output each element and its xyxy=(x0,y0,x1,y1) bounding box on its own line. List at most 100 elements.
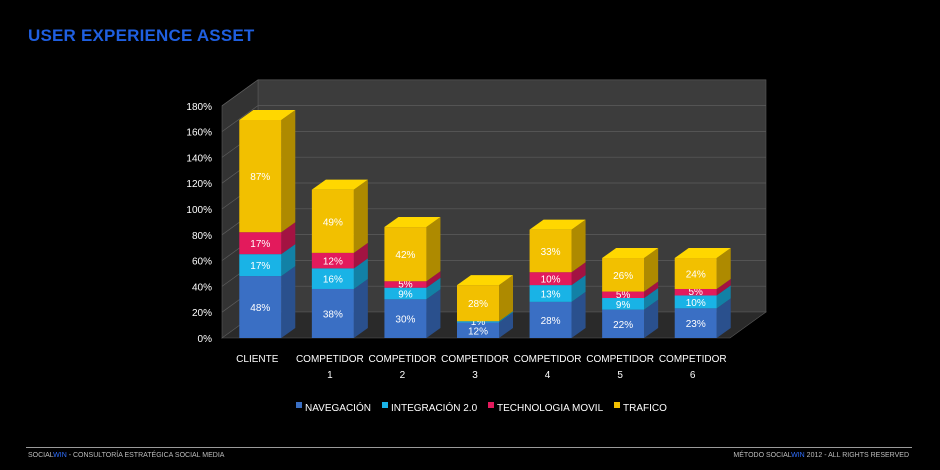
bar-group: 22% 9%5% 26% xyxy=(602,248,659,338)
data-label: 16% xyxy=(323,275,343,286)
data-label: 9% xyxy=(616,300,631,311)
bar-segment xyxy=(529,272,572,286)
bar-segment-side xyxy=(499,275,513,322)
bar-segment xyxy=(384,287,427,300)
data-label: 28% xyxy=(541,316,561,327)
data-label: 49% xyxy=(323,217,343,228)
bar-segment-side xyxy=(426,277,441,300)
data-label: 33% xyxy=(541,247,561,258)
bar-segment xyxy=(674,308,717,338)
legend-item: TECHNOLOGIA MOVIL xyxy=(488,402,604,414)
bar-segment-side xyxy=(571,275,586,302)
bar-group: 38% 16% 12% 49% xyxy=(311,179,368,338)
bar-segment xyxy=(239,254,282,277)
data-label: 12% xyxy=(323,257,343,268)
category-label: COMPETIDOR xyxy=(369,354,437,365)
data-label: 42% xyxy=(395,250,415,261)
bar-segment-side xyxy=(716,285,731,309)
data-label: 10% xyxy=(541,275,561,286)
bar-segment-side xyxy=(571,219,586,273)
bar-segment-side xyxy=(281,109,296,233)
bar-segment-side xyxy=(281,222,296,255)
category-label: 6 xyxy=(690,370,696,381)
bar-top xyxy=(457,275,513,286)
bar-top xyxy=(529,219,586,230)
bar-top xyxy=(239,109,296,120)
bar-segment xyxy=(602,258,645,292)
y-tick-label: 40% xyxy=(192,282,212,293)
bar-group: 48% 17% 17% 87% xyxy=(239,109,296,338)
data-label: 26% xyxy=(613,271,633,282)
bar-segment xyxy=(384,299,427,338)
legend-swatch xyxy=(296,402,302,408)
bar-segment xyxy=(311,189,354,253)
category-label: 2 xyxy=(400,370,406,381)
data-label: 13% xyxy=(541,289,561,300)
bar-segment xyxy=(239,119,282,233)
y-tick-label: 140% xyxy=(186,153,212,164)
y-tick-label: 100% xyxy=(186,205,212,216)
bar-segment-side xyxy=(644,281,659,299)
bar-segment-side xyxy=(281,266,296,338)
y-tick-label: 160% xyxy=(186,128,212,139)
footer-left-text: - CONSULTORÍA ESTRATÉGICA SOCIAL MEDIA xyxy=(66,452,225,459)
bar-segment-side xyxy=(353,242,368,269)
bar-segment-side xyxy=(644,288,659,310)
bar-group: 30% 9%5% 42% xyxy=(384,217,441,338)
bar-segment-side xyxy=(499,311,513,323)
bar-segment xyxy=(602,309,645,338)
bar-top xyxy=(311,179,368,190)
data-label: 48% xyxy=(250,303,270,314)
bar-segment-side xyxy=(571,291,586,338)
bar-segment xyxy=(529,301,572,338)
data-label: 22% xyxy=(613,320,633,331)
legend-label: TRAFICO xyxy=(623,403,667,414)
data-label: 12% xyxy=(468,326,488,337)
bar-segment xyxy=(529,285,572,302)
bar-top xyxy=(674,248,731,259)
bar-segment xyxy=(674,295,717,309)
bar-segment xyxy=(311,288,354,338)
legend-swatch xyxy=(614,402,620,408)
footer-brand-win: WIN xyxy=(53,452,67,459)
footer-left: SOCIALWIN - CONSULTORÍA ESTRATÉGICA SOCI… xyxy=(28,452,224,459)
bar-segment-side xyxy=(716,248,731,289)
gridline xyxy=(221,105,766,132)
data-label: 30% xyxy=(395,315,415,326)
legend-item: NAVEGACIÓN xyxy=(296,401,371,414)
bar-segment xyxy=(457,285,499,322)
bar-segment xyxy=(674,288,717,296)
bar-segment-side xyxy=(353,278,368,338)
bar-segment xyxy=(239,232,282,255)
category-label: COMPETIDOR xyxy=(441,354,509,365)
data-label: 5% xyxy=(688,287,703,298)
data-label: 9% xyxy=(398,289,413,300)
gridline xyxy=(221,79,766,107)
data-label: 38% xyxy=(323,309,343,320)
bar-segment-side xyxy=(644,299,659,338)
footer-right-suffix: 2012 - ALL RIGHTS RESERVED xyxy=(804,452,909,459)
y-tick-label: 0% xyxy=(198,334,213,345)
bar-segment xyxy=(384,281,427,288)
data-label: 17% xyxy=(250,239,270,250)
data-label: 5% xyxy=(398,279,413,290)
bar-top xyxy=(384,217,441,228)
bar-segment-side xyxy=(426,289,441,338)
bar-segment xyxy=(674,258,717,289)
bar-segment xyxy=(311,268,354,289)
y-tick-label: 180% xyxy=(186,102,212,113)
bar-segment xyxy=(457,322,499,338)
bar-segment xyxy=(384,227,427,282)
category-label: COMPETIDOR xyxy=(514,354,582,365)
data-label: 1% xyxy=(471,317,486,328)
bar-segment-side xyxy=(571,262,586,286)
category-label: 4 xyxy=(545,370,551,381)
bar-segment-side xyxy=(353,258,368,289)
bar-group: 23% 10%5% 24% xyxy=(674,248,731,338)
y-tick-label: 80% xyxy=(192,231,212,242)
y-tick-label: 60% xyxy=(192,257,212,268)
footer-right: MÉTODO SOCIALWIN 2012 - ALL RIGHTS RESER… xyxy=(733,452,909,459)
category-label: COMPETIDOR xyxy=(586,354,654,365)
bar-segment xyxy=(239,276,282,338)
footer-brand-social: SOCIAL xyxy=(28,452,54,459)
